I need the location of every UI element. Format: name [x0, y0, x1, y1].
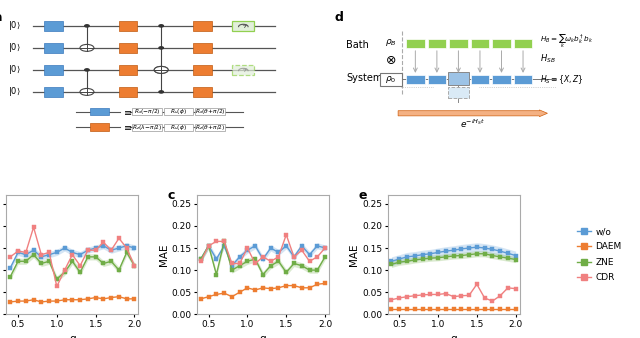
- FancyBboxPatch shape: [118, 43, 138, 52]
- Text: $H_{SB}$: $H_{SB}$: [540, 52, 556, 65]
- FancyBboxPatch shape: [118, 65, 138, 75]
- FancyBboxPatch shape: [118, 21, 138, 30]
- Text: $R_u(\phi)$: $R_u(\phi)$: [170, 123, 187, 132]
- FancyBboxPatch shape: [132, 124, 162, 130]
- Circle shape: [159, 47, 163, 49]
- Circle shape: [80, 89, 94, 95]
- Circle shape: [84, 69, 89, 71]
- Text: d: d: [335, 11, 344, 24]
- Text: $\equiv$: $\equiv$: [122, 122, 132, 132]
- FancyBboxPatch shape: [118, 87, 138, 97]
- FancyBboxPatch shape: [448, 87, 469, 98]
- FancyBboxPatch shape: [406, 75, 424, 84]
- Text: $H_S = \{X, Z\}$: $H_S = \{X, Z\}$: [540, 73, 584, 86]
- FancyBboxPatch shape: [514, 39, 532, 48]
- Text: $|0\rangle$: $|0\rangle$: [8, 64, 20, 76]
- Text: Bath: Bath: [346, 40, 369, 50]
- Text: $R_z(\theta\!+\!\pi/2)$: $R_z(\theta\!+\!\pi/2)$: [195, 123, 225, 132]
- Text: $|0\rangle$: $|0\rangle$: [8, 86, 20, 98]
- Text: $|0\rangle$: $|0\rangle$: [8, 41, 20, 54]
- Circle shape: [84, 25, 89, 27]
- Text: $R_x(\theta\!+\!\pi/2)$: $R_x(\theta\!+\!\pi/2)$: [195, 107, 225, 116]
- Text: a: a: [0, 11, 3, 24]
- FancyBboxPatch shape: [406, 39, 424, 48]
- Text: $\rho_B$: $\rho_B$: [385, 37, 397, 48]
- FancyBboxPatch shape: [132, 108, 162, 115]
- Text: System: System: [346, 73, 383, 83]
- FancyBboxPatch shape: [44, 87, 63, 97]
- FancyBboxPatch shape: [195, 124, 225, 130]
- FancyBboxPatch shape: [164, 108, 193, 115]
- Y-axis label: MAE: MAE: [349, 243, 359, 266]
- FancyBboxPatch shape: [492, 39, 511, 48]
- FancyBboxPatch shape: [448, 72, 469, 86]
- FancyBboxPatch shape: [193, 65, 212, 75]
- Text: $\equiv$: $\equiv$: [122, 106, 132, 117]
- FancyBboxPatch shape: [471, 75, 489, 84]
- Circle shape: [154, 67, 168, 73]
- Text: $H_B = \sum_k \omega_k b_k^\dagger b_k$: $H_B = \sum_k \omega_k b_k^\dagger b_k$: [540, 32, 593, 51]
- Circle shape: [159, 25, 163, 27]
- FancyBboxPatch shape: [380, 73, 401, 86]
- FancyBboxPatch shape: [232, 65, 254, 75]
- Text: $e^{-iH_St}$: $e^{-iH_St}$: [460, 118, 486, 130]
- FancyBboxPatch shape: [492, 75, 511, 84]
- Text: c: c: [168, 189, 175, 202]
- X-axis label: g: g: [451, 335, 457, 338]
- Circle shape: [154, 67, 168, 73]
- Text: $|0\rangle$: $|0\rangle$: [8, 19, 20, 32]
- FancyBboxPatch shape: [449, 39, 468, 48]
- Text: $\otimes$: $\otimes$: [385, 54, 397, 67]
- FancyBboxPatch shape: [193, 21, 212, 30]
- Circle shape: [80, 44, 94, 51]
- FancyBboxPatch shape: [193, 43, 212, 52]
- FancyBboxPatch shape: [44, 21, 63, 30]
- FancyArrow shape: [398, 110, 547, 117]
- Text: $R_u(\phi)$: $R_u(\phi)$: [170, 107, 187, 116]
- Text: $\rho_0$: $\rho_0$: [385, 74, 397, 85]
- X-axis label: g: g: [260, 335, 266, 338]
- Text: $R_x(-\pi/2)$: $R_x(-\pi/2)$: [134, 107, 161, 116]
- Circle shape: [159, 91, 163, 93]
- Y-axis label: MAE: MAE: [159, 243, 168, 266]
- FancyBboxPatch shape: [44, 65, 63, 75]
- Text: e: e: [358, 189, 367, 202]
- FancyBboxPatch shape: [90, 123, 109, 131]
- Text: $R_z(\lambda\!-\!\pi/2)$: $R_z(\lambda\!-\!\pi/2)$: [132, 123, 162, 132]
- FancyBboxPatch shape: [90, 108, 109, 115]
- FancyBboxPatch shape: [514, 75, 532, 84]
- FancyBboxPatch shape: [232, 21, 254, 31]
- FancyBboxPatch shape: [44, 43, 63, 52]
- Legend: w/o, DAEM, ZNE, CDR: w/o, DAEM, ZNE, CDR: [577, 227, 621, 282]
- FancyBboxPatch shape: [195, 108, 225, 115]
- FancyBboxPatch shape: [428, 39, 446, 48]
- FancyBboxPatch shape: [164, 124, 193, 130]
- FancyBboxPatch shape: [428, 75, 446, 84]
- X-axis label: g: g: [69, 335, 76, 338]
- FancyBboxPatch shape: [193, 87, 212, 97]
- FancyBboxPatch shape: [471, 39, 489, 48]
